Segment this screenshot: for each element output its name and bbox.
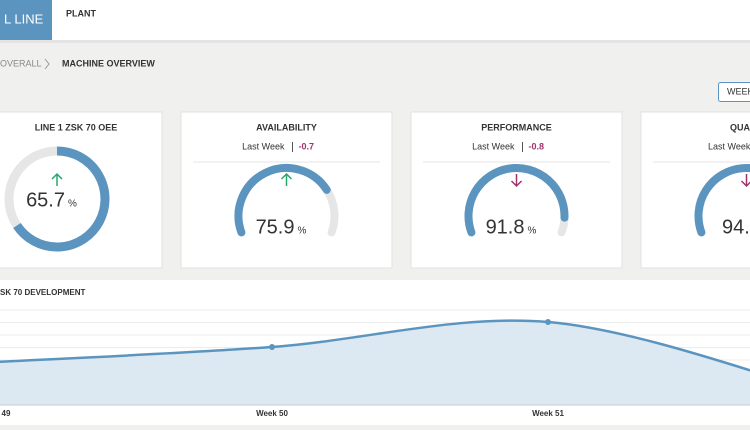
point [269, 344, 275, 350]
period-button-label[interactable]: WEEK [727, 86, 750, 96]
kpi-card [180, 111, 393, 269]
kpi-unit: % [298, 226, 307, 237]
trend-arrow [280, 172, 293, 186]
breadcrumb-link[interactable]: OVERALL [0, 58, 42, 68]
nav-shadow [0, 40, 750, 43]
breadcrumb-current: MACHINE OVERVIEW [62, 58, 155, 68]
delta-value: -0.7 [299, 141, 315, 151]
kpi-title: QUA [730, 122, 750, 132]
arrow-head [280, 172, 293, 180]
kpi-value: 94. [722, 216, 750, 238]
active-tab[interactable] [0, 0, 52, 40]
x-tick-label: 49 [2, 409, 11, 418]
active-tab-label[interactable]: L LINE [4, 11, 44, 26]
gauge-arc [464, 164, 569, 237]
gauge-arc [13, 146, 110, 252]
kpi-title: AVAILABILITY [256, 122, 317, 132]
trend-arrow [51, 172, 63, 186]
kpi-card [640, 111, 750, 269]
kpi-card [410, 111, 623, 269]
kpi-title: LINE 1 ZSK 70 OEE [35, 122, 118, 132]
trend-arrow [510, 174, 523, 188]
point [545, 319, 551, 325]
compare-label: Last Week [708, 141, 750, 151]
breadcrumb-separator [44, 58, 50, 70]
gauge-arc [234, 164, 331, 237]
arrow-head [510, 180, 523, 188]
compare-label: Last Week [472, 141, 515, 151]
arrow-head [51, 172, 63, 180]
kpi-value: 65.7 [26, 189, 65, 211]
x-tick-label: Week 50 [256, 409, 288, 418]
compare-label: Last Week [242, 141, 285, 151]
top-nav [0, 0, 750, 40]
area-fill [0, 320, 750, 405]
kpi-value: 91.8 [486, 216, 525, 238]
kpi-title: PERFORMANCE [481, 122, 552, 132]
gauge-arc [694, 164, 750, 237]
tab-label[interactable]: PLANT [66, 8, 96, 18]
kpi-value: 75.9 [256, 216, 295, 238]
line [0, 319, 750, 372]
period-button[interactable] [718, 82, 750, 102]
delta-value: -0.8 [529, 141, 545, 151]
x-tick-label: Week 51 [532, 409, 564, 418]
kpi-unit: % [68, 199, 77, 210]
kpi-unit: % [528, 226, 537, 237]
chart-title: SK 70 DEVELOPMENT [0, 288, 85, 297]
